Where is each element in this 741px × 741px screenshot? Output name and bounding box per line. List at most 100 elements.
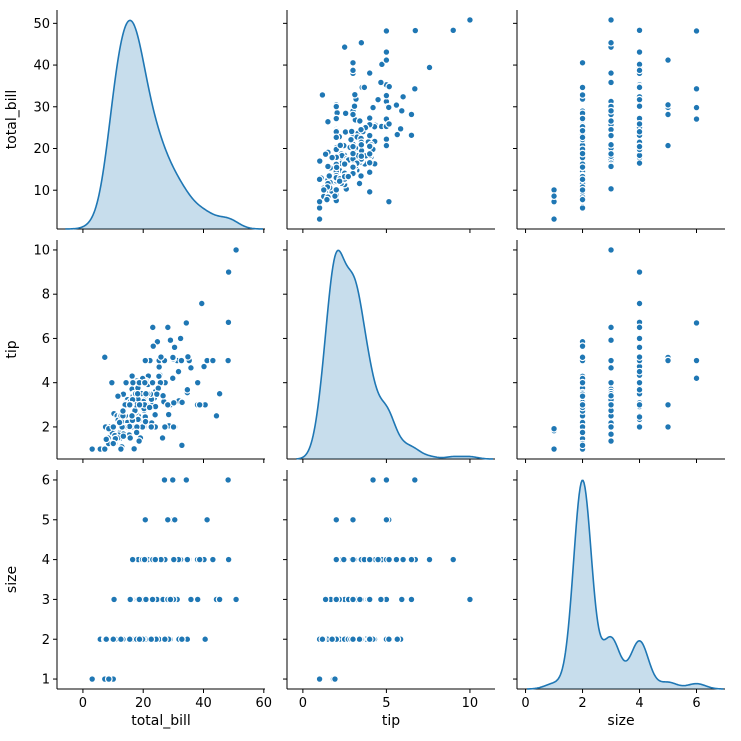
scatter-points <box>315 16 474 224</box>
data-point <box>315 675 324 683</box>
data-point <box>177 356 186 365</box>
data-point <box>365 131 374 140</box>
data-point <box>88 675 97 683</box>
data-point <box>578 378 587 387</box>
data-point <box>392 101 401 110</box>
data-point <box>200 362 208 371</box>
data-point <box>550 445 558 453</box>
data-point <box>692 84 701 93</box>
x-tick-label: 0 <box>299 696 307 711</box>
data-point <box>635 66 644 75</box>
data-point <box>578 91 587 99</box>
data-point <box>664 400 672 409</box>
kde-fill-tip <box>296 250 494 459</box>
data-point <box>578 441 587 450</box>
x-tick-label: 20 <box>135 696 152 711</box>
data-point <box>399 92 408 101</box>
data-point <box>168 374 177 383</box>
x-tick-label: 5 <box>382 696 390 711</box>
y-tick-label: 5 <box>42 513 50 528</box>
data-point <box>355 635 364 644</box>
data-point <box>177 441 186 450</box>
y-tick-label: 1 <box>42 673 50 688</box>
data-point <box>392 555 401 564</box>
y-tick-label: 8 <box>42 288 50 303</box>
data-point <box>128 372 137 380</box>
data-point <box>607 430 615 439</box>
data-point <box>339 555 348 564</box>
data-point <box>321 595 330 604</box>
data-point <box>187 363 195 372</box>
data-point <box>635 299 644 308</box>
data-point <box>607 246 615 254</box>
data-point <box>607 131 615 140</box>
data-point <box>340 43 349 52</box>
data-point <box>325 172 334 180</box>
data-point <box>319 186 328 194</box>
data-point <box>332 595 341 604</box>
data-point <box>607 117 615 125</box>
data-point <box>350 102 359 111</box>
data-point <box>349 66 357 75</box>
data-point <box>382 56 391 64</box>
data-point <box>607 336 615 345</box>
data-point <box>109 439 118 448</box>
data-point <box>135 437 144 445</box>
data-point <box>195 400 204 409</box>
data-point <box>224 555 233 564</box>
data-point <box>183 555 192 564</box>
data-point <box>141 417 150 426</box>
data-point <box>135 400 144 409</box>
data-point <box>159 391 167 400</box>
data-point <box>315 157 324 165</box>
data-point <box>100 353 109 362</box>
data-point <box>349 515 357 524</box>
panel-scatter-total_bill-vs-tip <box>283 10 495 233</box>
data-point <box>142 595 150 604</box>
data-point <box>114 392 122 401</box>
data-point <box>104 675 113 683</box>
x-tick-label: 40 <box>195 696 212 711</box>
data-point <box>607 423 615 431</box>
data-point <box>382 27 391 35</box>
data-point <box>635 367 644 376</box>
scatter-points <box>550 16 701 224</box>
data-point <box>142 389 150 398</box>
data-point <box>324 117 332 126</box>
data-point <box>607 16 615 24</box>
data-point <box>212 411 221 420</box>
data-point <box>578 204 587 212</box>
data-point <box>410 476 419 484</box>
data-point <box>692 356 701 365</box>
y-tick-label: 4 <box>42 376 50 391</box>
data-point <box>140 378 149 387</box>
data-point <box>466 595 474 604</box>
data-point <box>425 63 434 72</box>
data-point <box>141 515 150 524</box>
data-point <box>607 162 615 171</box>
data-point <box>140 555 149 564</box>
data-point <box>578 114 587 123</box>
data-point <box>635 83 644 92</box>
data-point <box>664 141 672 150</box>
data-point <box>169 398 178 407</box>
data-point <box>318 635 327 644</box>
y-tick-label: 2 <box>42 420 50 435</box>
data-point <box>157 353 165 361</box>
data-point <box>88 445 97 453</box>
data-point <box>119 407 127 415</box>
y-tick-label: 30 <box>33 100 50 115</box>
data-point <box>635 343 644 352</box>
data-point <box>635 102 644 111</box>
data-point <box>350 90 359 99</box>
kde-curve-size <box>527 479 724 690</box>
data-point <box>332 133 341 142</box>
data-point <box>355 595 364 604</box>
data-point <box>232 246 240 254</box>
data-point <box>360 83 369 92</box>
data-point <box>578 133 587 142</box>
data-point <box>224 476 233 484</box>
data-point <box>328 635 337 644</box>
data-point <box>133 389 142 398</box>
data-point <box>382 141 391 150</box>
